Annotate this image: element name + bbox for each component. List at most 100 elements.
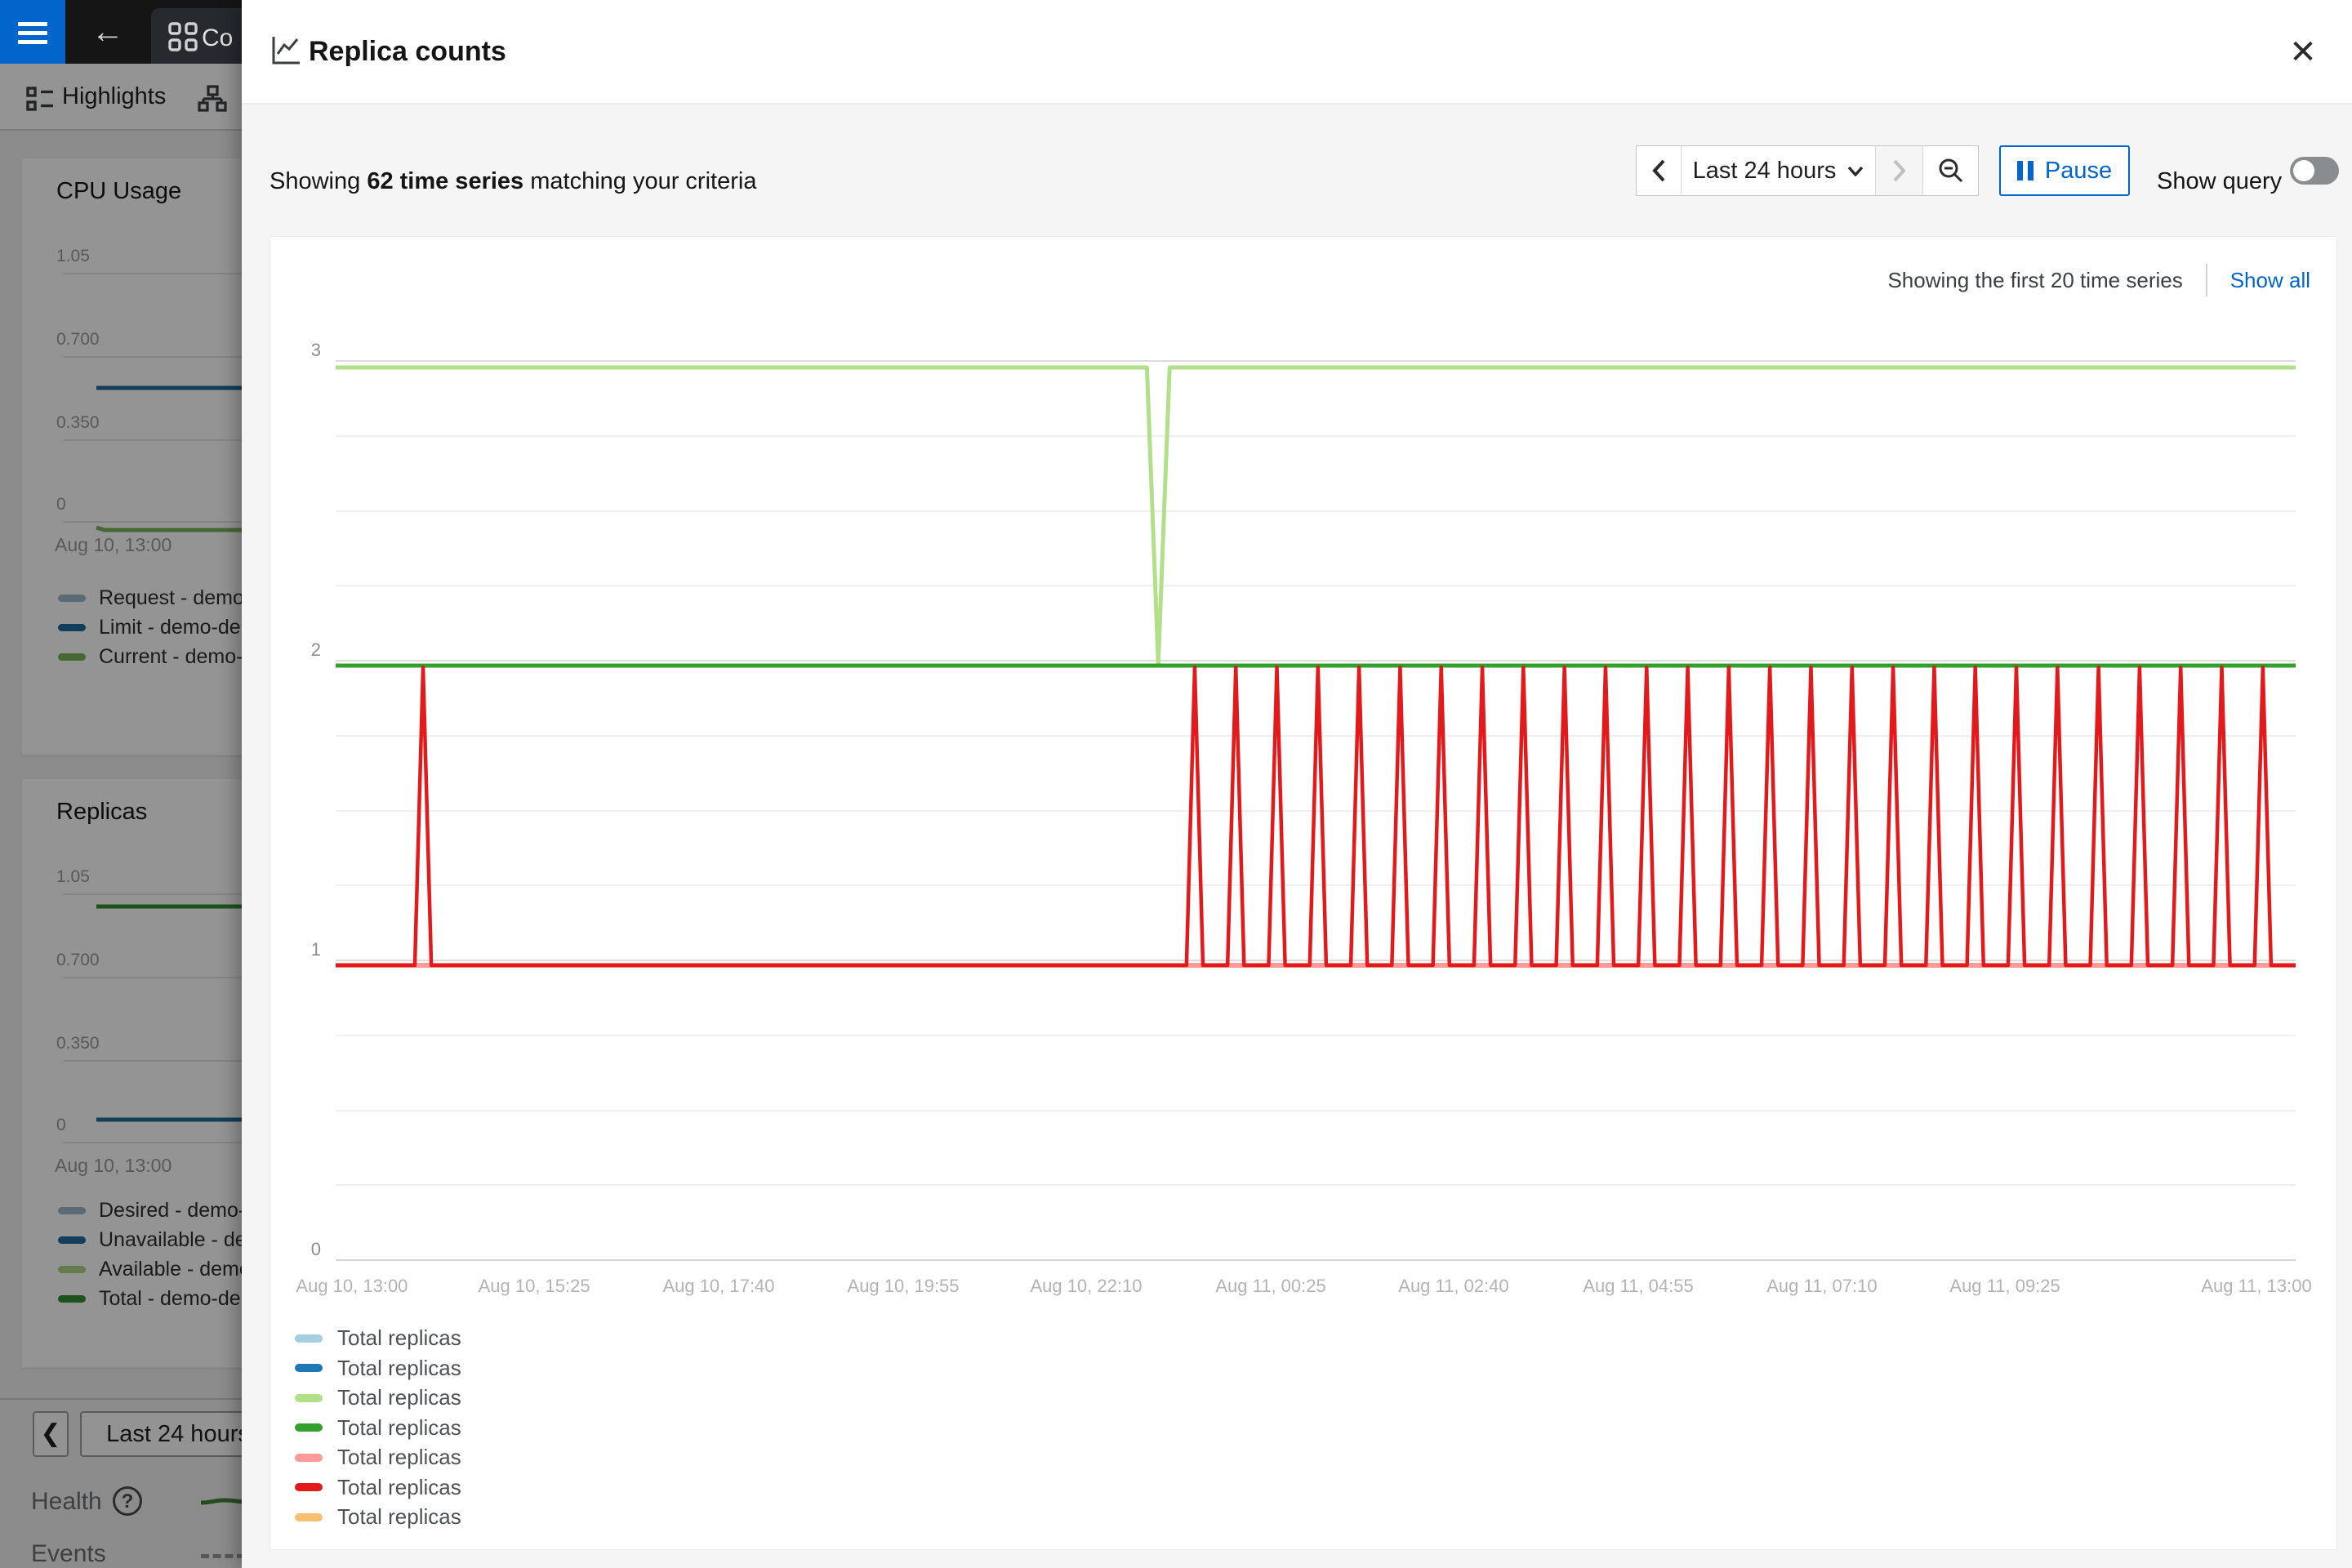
time-range-control: Last 24 hours: [1636, 145, 1979, 196]
mini-x-label: Aug 10, 13:00: [55, 1155, 172, 1176]
pause-button[interactable]: Pause: [1999, 145, 2130, 196]
legend-item: Total replicas: [295, 1385, 461, 1410]
topology-icon[interactable]: [198, 85, 227, 113]
sidebar-divider: [0, 1398, 242, 1400]
legend-swatch: [58, 1266, 86, 1273]
legend-label: Current - demo-: [99, 645, 242, 668]
legend-label: Total replicas: [337, 1474, 461, 1499]
showing-first-text: Showing the first 20 time series: [1887, 267, 2183, 292]
legend-label: Total replicas: [337, 1504, 461, 1529]
legend-label: Total replicas: [337, 1355, 461, 1380]
legend-label: Desired - demo-: [99, 1199, 242, 1222]
time-range-dropdown[interactable]: Last 24 hours: [1681, 146, 1875, 195]
series-count-text: Showing 62 time series matching your cri…: [270, 168, 757, 194]
x-axis-tick: Aug 11, 04:55: [1583, 1276, 1694, 1296]
x-axis-tick: Aug 11, 13:00: [2201, 1276, 2312, 1296]
legend-swatch: [58, 1207, 86, 1214]
legend-item: Total replicas: [295, 1355, 461, 1380]
mini-y-tick: 1.05: [56, 247, 90, 265]
y-axis-tick: 3: [310, 340, 321, 360]
tab-highlights[interactable]: Highlights: [62, 83, 167, 109]
legend-label: Total replicas: [337, 1385, 461, 1410]
legend-label: Total replicas: [337, 1445, 461, 1469]
note-divider: [2205, 264, 2207, 296]
legend-item: Total - demo-de: [58, 1287, 241, 1310]
legend-label: Request - demo-: [99, 586, 242, 609]
time-next-button[interactable]: [1875, 146, 1922, 195]
legend-label: Available - demo: [99, 1258, 242, 1281]
legend-label: Limit - demo-de: [99, 616, 241, 639]
x-axis-tick: Aug 11, 07:10: [1766, 1276, 1878, 1296]
mini-gridline: [63, 273, 242, 274]
show-query-label: Show query: [2157, 168, 2283, 194]
y-axis-tick: 2: [310, 639, 321, 660]
highlights-icon: [26, 87, 53, 111]
replicas-card: Replicas 1.05 0.700 0.350 0 Aug 10, 13:00 Des…: [21, 778, 242, 1368]
mini-y-tick: 0.700: [56, 330, 100, 349]
console-tab-label: Co: [202, 24, 234, 51]
background-app: ← Co: [0, 0, 242, 1568]
replica-counts-drawer: Replica counts ✕ Showing 62 time series …: [242, 0, 2352, 1568]
legend-item: Total replicas: [295, 1325, 461, 1350]
legend-swatch: [295, 1393, 323, 1402]
legend-item: Total replicas: [295, 1474, 461, 1499]
mini-gridline: [63, 1142, 242, 1143]
legend-item: Current - demo-: [58, 645, 242, 668]
legend-item: Limit - demo-de: [58, 616, 241, 639]
x-axis-tick: Aug 11, 09:25: [1949, 1276, 2060, 1296]
back-button[interactable]: ←: [88, 13, 127, 51]
chevron-down-icon: [1848, 166, 1864, 176]
sidebar-time-range-button[interactable]: Last 24 hours: [80, 1411, 242, 1457]
x-axis-tick: Aug 10, 15:25: [478, 1276, 590, 1296]
sidebar-time-prev-button[interactable]: ❮: [33, 1411, 69, 1457]
legend-swatch: [295, 1512, 323, 1521]
replica-counts-plot: [336, 360, 2296, 1261]
mini-chart: [96, 904, 242, 1122]
close-icon[interactable]: ✕: [2289, 34, 2317, 70]
legend-item: Unavailable - de: [58, 1228, 242, 1251]
cpu-usage-card: CPU Usage 1.05 0.700 0.350 0 Aug 10, 13:00 Re…: [21, 158, 242, 755]
time-prev-button[interactable]: [1637, 146, 1681, 195]
replicas-card-title: Replicas: [56, 799, 148, 825]
pause-icon: [2016, 161, 2034, 180]
chart-card: Showing the first 20 time series Show al…: [270, 236, 2337, 1550]
legend-label: Total - demo-de: [99, 1287, 241, 1310]
health-label: Health: [31, 1488, 102, 1515]
mini-y-tick: 1.05: [56, 867, 90, 886]
view-tabs: Highlights: [0, 64, 242, 131]
app-grid-icon: [168, 22, 198, 51]
nav-menu-button[interactable]: [0, 0, 65, 64]
mini-chart: [96, 385, 242, 532]
x-axis-tick: Aug 10, 17:40: [662, 1276, 775, 1296]
mini-x-label: Aug 10, 13:00: [55, 534, 172, 555]
legend-item: Available - demo: [58, 1258, 242, 1281]
mini-y-tick: 0.350: [56, 1034, 100, 1053]
back-arrow-icon: ←: [91, 14, 124, 50]
legend-item: Desired - demo-: [58, 1199, 242, 1222]
mini-gridline: [63, 977, 242, 978]
health-sparkline: [201, 1498, 242, 1505]
mini-gridline: [63, 521, 242, 523]
legend-swatch: [58, 624, 86, 631]
chevron-left-icon: [1652, 159, 1665, 182]
chart-toolbar: Showing 62 time series matching your cri…: [242, 105, 2352, 235]
x-axis-tick: Aug 10, 19:55: [847, 1276, 960, 1296]
mini-gridline: [63, 439, 242, 441]
magnifier-minus-icon: [1939, 158, 1962, 183]
toggle-knob: [2293, 160, 2314, 181]
show-all-link[interactable]: Show all: [2230, 267, 2310, 292]
legend-swatch: [295, 1453, 323, 1462]
legend-swatch: [295, 1483, 323, 1491]
chevron-left-icon: ❮: [40, 1420, 61, 1447]
legend-swatch: [58, 1236, 86, 1244]
legend-item: Total replicas: [295, 1415, 461, 1440]
help-icon[interactable]: ?: [113, 1486, 142, 1516]
chart-card-note: Showing the first 20 time series Show al…: [1887, 263, 2310, 297]
show-query-toggle[interactable]: [2290, 157, 2339, 185]
drawer-title: Replica counts: [309, 36, 506, 67]
hamburger-icon: [18, 22, 47, 26]
zoom-out-button[interactable]: [1922, 146, 1978, 195]
console-tab[interactable]: Co: [151, 8, 242, 64]
legend-swatch: [295, 1364, 323, 1372]
